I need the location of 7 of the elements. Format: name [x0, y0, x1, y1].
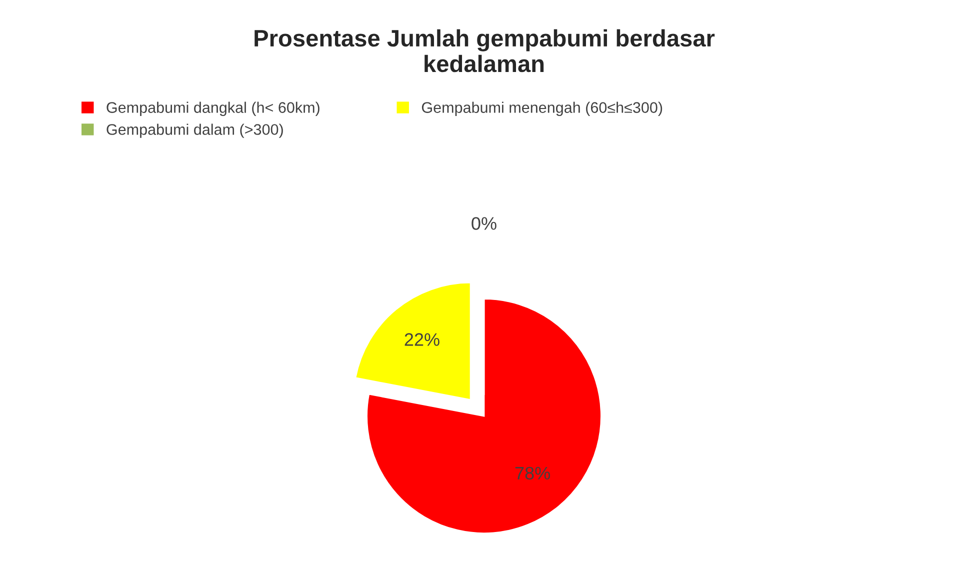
chart-title: Prosentase Jumlah gempabumi berdasar kedalaman — [254, 29, 715, 72]
data-label: 78% — [515, 466, 550, 480]
data-label: 22% — [404, 333, 440, 346]
legend-label: Gempabumi menengah (60≤h≤300) — [422, 102, 662, 116]
text: 0% — [472, 217, 496, 230]
legend-label: Gempabumi dalam (>300) — [106, 124, 283, 138]
legend-label: Gempabumi dangkal (h< 60km) — [106, 102, 320, 116]
